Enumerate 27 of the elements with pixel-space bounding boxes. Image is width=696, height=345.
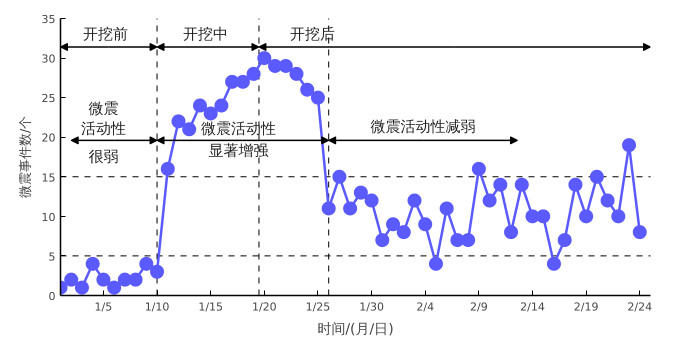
x-tick-label: 1/15: [198, 300, 224, 314]
y-tick-label: 5: [48, 250, 56, 264]
x-tick-label: 1/20: [252, 300, 277, 314]
x-tick-label: 2/24: [627, 300, 652, 314]
y-tick-label: 35: [42, 13, 56, 26]
x-tick-label: 2/4: [416, 300, 434, 314]
x-tick-label: 2/9: [470, 300, 488, 314]
x-tick-label: 1/25: [306, 300, 330, 314]
y-tick-label: 15: [42, 171, 56, 184]
y-tick-label: 10: [42, 210, 56, 224]
annotation: 开挖后: [290, 24, 336, 43]
y-tick-label: 25: [42, 92, 56, 106]
annotation: 微震活动性显著增强: [201, 119, 276, 160]
x-tick-label: 2/14: [520, 300, 545, 314]
annotation: 微震活动性减弱: [370, 117, 476, 136]
y-tick-label: 0: [48, 290, 56, 303]
x-tick-label: 1/10: [144, 300, 170, 314]
x-axis-title: 时间/(月/日): [317, 322, 394, 338]
annotation: 微震活动性很弱: [80, 99, 126, 166]
annotation: 开挖前: [83, 24, 128, 43]
x-tick-label: 1/30: [359, 300, 384, 314]
annotation: 开挖中: [182, 24, 228, 43]
x-tick-label: 2/19: [574, 300, 598, 314]
y-tick-label: 30: [42, 52, 56, 66]
y-axis-title: 微震事件数/个: [18, 116, 34, 198]
y-tick-label: 20: [42, 132, 56, 145]
x-tick-label: 1/5: [94, 300, 112, 314]
